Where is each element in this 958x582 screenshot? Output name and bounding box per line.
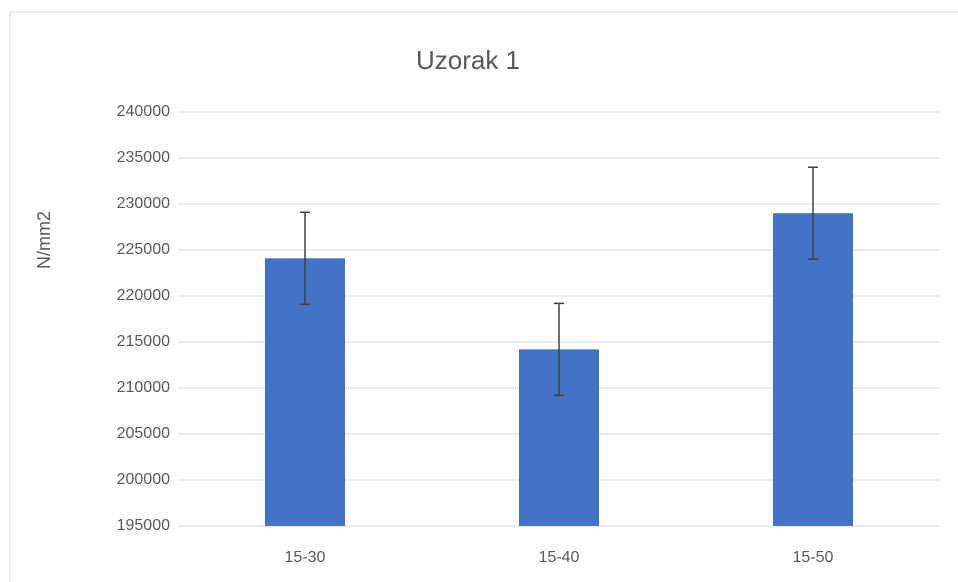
- y-tick-label: 220000: [117, 287, 170, 304]
- chart-title: Uzorak 1: [416, 45, 520, 75]
- y-tick-label: 210000: [117, 379, 170, 396]
- y-tick-label: 235000: [117, 149, 170, 166]
- x-tick-label: 15-50: [793, 549, 834, 566]
- bar: [773, 213, 853, 526]
- y-axis-label: N/mm2: [34, 211, 54, 269]
- y-tick-label: 205000: [117, 425, 170, 442]
- y-tick-label: 215000: [117, 333, 170, 350]
- error-bar: [808, 166, 818, 260]
- x-tick-label: 15-30: [285, 549, 326, 566]
- y-tick-label: 225000: [117, 241, 170, 258]
- x-tick-label: 15-40: [539, 549, 580, 566]
- y-tick-label: 195000: [117, 517, 170, 534]
- error-bar: [554, 302, 564, 397]
- error-bar: [300, 211, 310, 306]
- y-tick-label: 230000: [117, 195, 170, 212]
- y-tick-label: 200000: [117, 471, 170, 488]
- y-tick-label: 240000: [117, 103, 170, 120]
